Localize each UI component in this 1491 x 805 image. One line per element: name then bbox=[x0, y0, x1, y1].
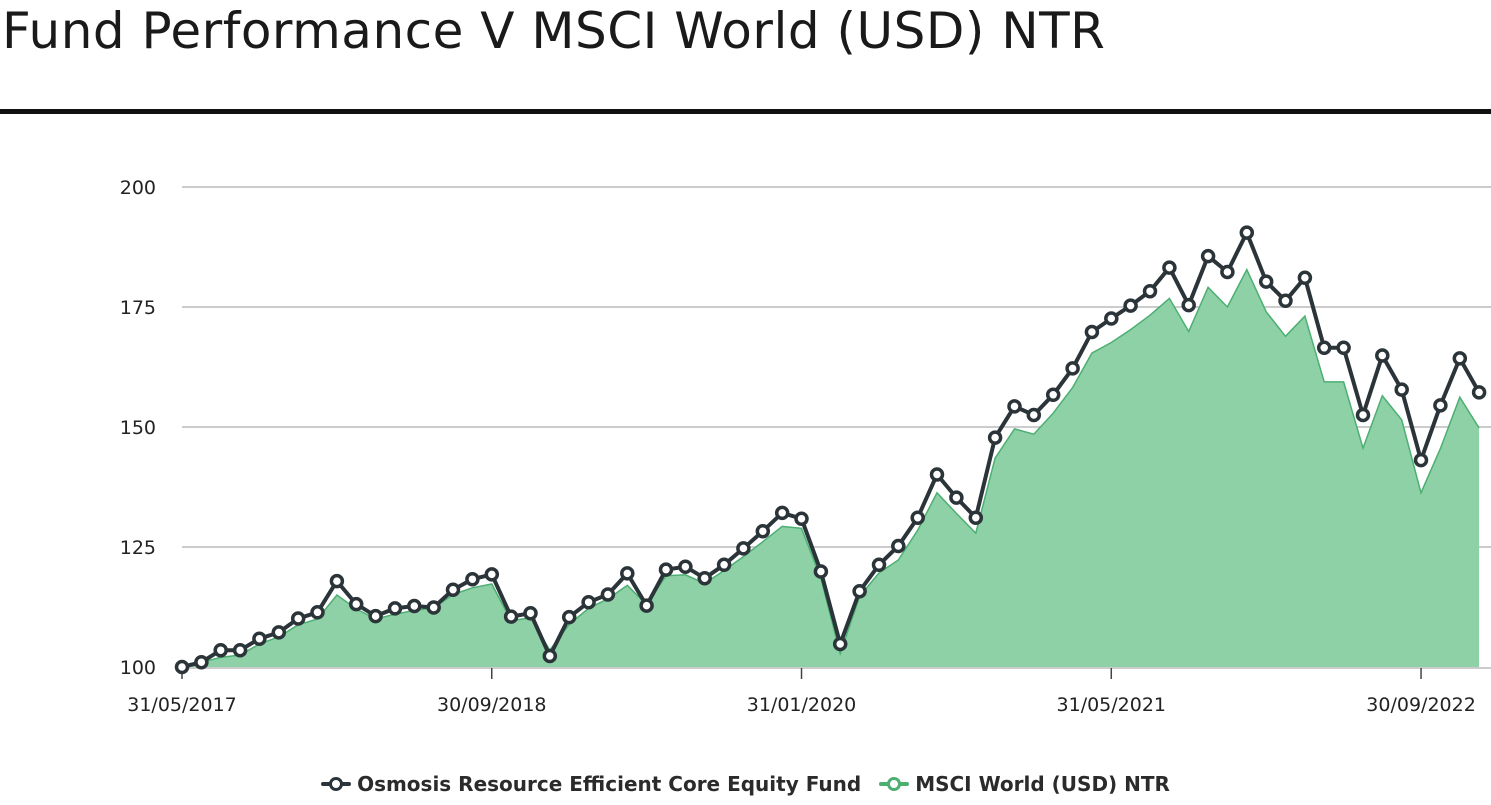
fund-data-point bbox=[1413, 452, 1429, 468]
fund-data-point bbox=[813, 564, 829, 579]
fund-data-point bbox=[387, 601, 403, 616]
legend-item-index[interactable]: MSCI World (USD) NTR bbox=[879, 772, 1170, 796]
fund-data-point bbox=[1200, 248, 1216, 264]
fund-data-point bbox=[1452, 351, 1468, 366]
fund-data-point bbox=[503, 609, 519, 624]
fund-data-point bbox=[426, 600, 441, 615]
fund-data-point bbox=[987, 430, 1003, 445]
y-axis-ticks: 100 125 150 175 200 bbox=[120, 177, 156, 679]
legend-item-fund[interactable]: Osmosis Resource Efficient Core Equity F… bbox=[321, 772, 861, 796]
fund-data-point bbox=[1355, 407, 1371, 423]
x-tick-label: 30/09/2018 bbox=[437, 694, 547, 716]
chart-legend: Osmosis Resource Efficient Core Equity F… bbox=[0, 772, 1491, 796]
fund-data-point bbox=[1316, 340, 1332, 356]
fund-data-point bbox=[949, 490, 964, 505]
legend-label-fund: Osmosis Resource Efficient Core Equity F… bbox=[357, 772, 862, 796]
fund-data-point bbox=[871, 557, 887, 573]
fund-data-point bbox=[1375, 348, 1390, 363]
fund-data-point bbox=[1065, 361, 1080, 376]
fund-data-point bbox=[1104, 311, 1119, 326]
y-tick-label: 175 bbox=[120, 297, 156, 319]
fund-data-point bbox=[290, 611, 306, 626]
fund-data-point bbox=[736, 541, 751, 556]
fund-data-point bbox=[252, 631, 267, 646]
fund-data-point bbox=[968, 510, 984, 525]
fund-data-point bbox=[1123, 298, 1138, 313]
fund-data-point bbox=[310, 605, 325, 620]
fund-data-point bbox=[1220, 264, 1235, 280]
fund-data-point bbox=[1394, 382, 1409, 397]
fund-data-point bbox=[600, 587, 616, 602]
fund-legend-icon bbox=[321, 777, 352, 791]
fund-data-point bbox=[194, 654, 209, 670]
index-area-fill bbox=[182, 269, 1480, 667]
fund-data-point bbox=[1142, 283, 1158, 299]
fund-data-point bbox=[232, 642, 248, 658]
fund-data-point bbox=[910, 510, 925, 525]
fund-data-point bbox=[1258, 274, 1274, 289]
fund-data-point bbox=[891, 538, 906, 554]
fund-data-point bbox=[832, 636, 848, 652]
title-underline bbox=[0, 109, 1491, 114]
fund-data-point bbox=[1026, 407, 1042, 423]
fund-data-point bbox=[1297, 270, 1313, 285]
fund-data-point bbox=[445, 582, 461, 597]
fund-data-point bbox=[794, 511, 809, 526]
x-tick-label: 30/09/2022 bbox=[1366, 694, 1476, 716]
fund-data-point bbox=[697, 570, 712, 586]
fund-data-point bbox=[484, 567, 500, 582]
fund-data-point bbox=[774, 505, 790, 521]
y-tick-label: 100 bbox=[120, 657, 156, 679]
fund-data-point bbox=[1336, 340, 1351, 356]
fund-data-point bbox=[329, 573, 345, 589]
fund-data-point bbox=[1045, 387, 1061, 403]
fund-data-point bbox=[368, 608, 383, 624]
fund-data-point bbox=[1162, 260, 1177, 275]
fund-data-point bbox=[213, 642, 228, 658]
fund-markers bbox=[174, 225, 1487, 675]
y-tick-label: 200 bbox=[120, 177, 156, 199]
x-tick-label: 31/05/2021 bbox=[1057, 694, 1167, 716]
fund-data-point bbox=[716, 557, 732, 573]
fund-data-point bbox=[1084, 324, 1100, 340]
y-tick-label: 150 bbox=[120, 417, 156, 439]
fund-data-point bbox=[465, 571, 480, 587]
fund-data-point bbox=[581, 594, 596, 610]
fund-data-point bbox=[271, 625, 287, 640]
fund-data-point bbox=[929, 467, 945, 482]
fund-data-point bbox=[523, 605, 538, 621]
fund-data-point bbox=[1181, 297, 1196, 313]
x-axis: 31/05/2017 30/09/2018 31/01/2020 31/05/2021… bbox=[127, 667, 1491, 716]
fund-data-point bbox=[1433, 398, 1448, 413]
fund-data-point bbox=[561, 609, 577, 625]
fund-data-point bbox=[658, 562, 674, 577]
fund-data-point bbox=[678, 559, 693, 574]
y-tick-label: 125 bbox=[120, 537, 156, 559]
index-legend-icon bbox=[879, 777, 910, 791]
fund-data-point bbox=[755, 523, 771, 539]
legend-label-index: MSCI World (USD) NTR bbox=[915, 772, 1170, 796]
fund-data-point bbox=[407, 598, 422, 614]
fund-data-point bbox=[852, 583, 867, 599]
fund-data-point bbox=[1278, 293, 1293, 309]
fund-data-point bbox=[1471, 385, 1487, 400]
fund-data-point bbox=[174, 659, 190, 675]
fund-data-point bbox=[1007, 399, 1022, 414]
fund-data-point bbox=[639, 598, 654, 613]
fund-data-point bbox=[542, 648, 558, 664]
fund-data-point bbox=[620, 566, 635, 581]
x-tick-label: 31/05/2017 bbox=[127, 694, 237, 716]
page-title: Fund Performance V MSCI World (USD) NTR bbox=[2, 2, 1106, 60]
fund-data-point bbox=[1239, 225, 1255, 240]
x-tick-label: 31/01/2020 bbox=[747, 694, 857, 716]
fund-data-point bbox=[348, 596, 364, 612]
